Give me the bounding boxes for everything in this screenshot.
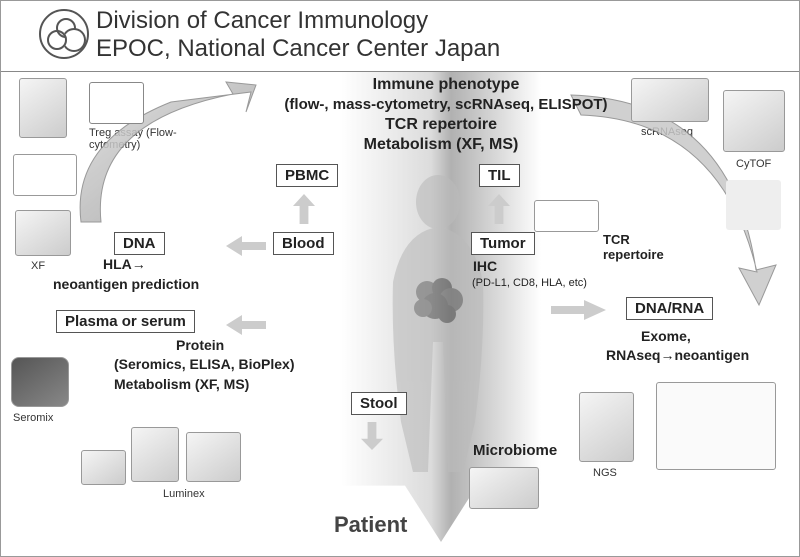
header: Division of Cancer Immunology EPOC, Nati… xyxy=(1,1,799,72)
immune-phenotype-methods: (flow-, mass-cytometry, scRNAseq, ELISPO… xyxy=(256,96,636,113)
ihc-label: IHC xyxy=(473,258,497,274)
node-pbmc: PBMC xyxy=(276,164,338,187)
title-block: Division of Cancer Immunology EPOC, Nati… xyxy=(96,7,500,63)
patient-label: Patient xyxy=(334,512,407,538)
equip-flowcytometer-icon xyxy=(19,78,67,138)
equip-luminex2-icon xyxy=(186,432,241,482)
title-line1: Division of Cancer Immunology xyxy=(96,7,500,35)
equip-neoantigen-workflow-icon xyxy=(656,382,776,470)
hla-label: HLA→ xyxy=(103,256,146,272)
equip-laptop-icon xyxy=(81,450,126,485)
equip-luminex1-icon xyxy=(131,427,179,482)
equip-tcr-plot-icon xyxy=(534,200,599,232)
microbiome-label: Microbiome xyxy=(473,442,557,459)
rnaseq-neoantigen: RNAseq→neoantigen xyxy=(606,347,749,363)
arrow-plasma-left-icon xyxy=(226,315,266,335)
node-til: TIL xyxy=(479,164,520,187)
protein-methods: (Seromics, ELISA, BioPlex) xyxy=(114,356,295,372)
ngs-label: NGS xyxy=(593,467,617,479)
equip-scrnaseq-icon xyxy=(631,78,709,122)
arrow-pbmc-up-icon xyxy=(293,194,315,224)
node-plasma: Plasma or serum xyxy=(56,310,195,333)
title-line2: EPOC, National Cancer Center Japan xyxy=(96,35,500,63)
equip-scatterplot-icon xyxy=(89,82,144,124)
node-tumor: Tumor xyxy=(471,232,535,255)
metabolism-label: Metabolism (XF, MS) xyxy=(311,136,571,154)
equip-xf-icon xyxy=(15,210,71,256)
ihc-markers: (PD-L1, CD8, HLA, etc) xyxy=(472,277,587,289)
tcr-repertoire-label: TCR repertoire xyxy=(311,116,571,134)
protein-label: Protein xyxy=(176,337,224,353)
big-arrow-left-icon xyxy=(51,82,271,242)
node-dnarna: DNA/RNA xyxy=(626,297,713,320)
equip-microbiome-icon xyxy=(469,467,539,509)
exome-label: Exome, xyxy=(641,328,691,344)
equip-ngs-icon xyxy=(579,392,634,462)
metabolism-xfms: Metabolism (XF, MS) xyxy=(114,376,249,392)
equip-xf-graph-icon xyxy=(13,154,77,196)
diagram-canvas: Immune phenotype (flow-, mass-cytometry,… xyxy=(1,72,799,552)
luminex-label: Luminex xyxy=(163,488,205,500)
logo-icon xyxy=(39,9,89,59)
node-blood: Blood xyxy=(273,232,334,255)
equip-protein-blob-icon xyxy=(726,180,781,230)
immune-phenotype-title: Immune phenotype xyxy=(266,76,626,94)
neoantigen-prediction-label: neoantigen prediction xyxy=(53,276,199,292)
human-silhouette-icon xyxy=(363,172,513,482)
xf-label: XF xyxy=(31,260,45,272)
tcr-repertoire-right: TCR repertoire xyxy=(603,232,664,262)
equip-cytof-icon xyxy=(723,90,785,152)
node-stool: Stool xyxy=(351,392,407,415)
seromix-label: Seromix xyxy=(13,412,53,424)
equip-seromix-icon xyxy=(11,357,69,407)
node-dna: DNA xyxy=(114,232,165,255)
